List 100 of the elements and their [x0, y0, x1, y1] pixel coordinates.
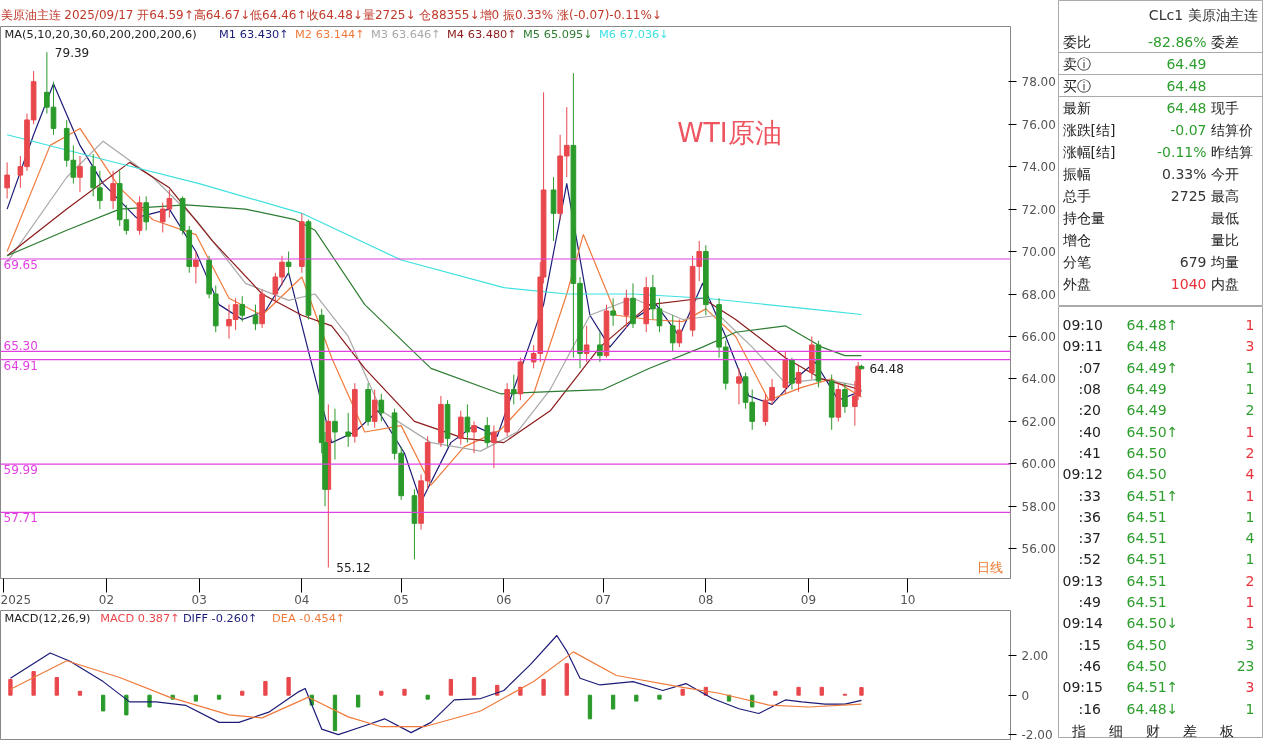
bar	[77, 690, 83, 696]
annotation: 日线	[976, 559, 1003, 575]
data-label: 64.50	[1126, 657, 1167, 674]
text: 差	[1182, 722, 1197, 739]
y-tick-label: 68.00	[1021, 287, 1056, 302]
annotation: 79.39	[54, 45, 90, 60]
bar	[402, 688, 407, 696]
category-label: :07	[1078, 359, 1102, 376]
legend-title: MA(5,10,20,30,60,200,200,200,6)	[4, 26, 197, 41]
x-tick-label: 08	[698, 592, 714, 607]
data-label: 1	[1245, 381, 1255, 398]
y-tick-label: 74.00	[1021, 160, 1056, 175]
data-label: 64.50↓	[1126, 615, 1179, 632]
text: M2 63.144↑	[295, 26, 365, 41]
category-label: :16	[1078, 700, 1102, 717]
data-label: 1	[1245, 317, 1255, 334]
y-tick-label: 76.00	[1021, 117, 1056, 132]
data-label: 64.51	[1126, 572, 1167, 589]
data-label: 1	[1245, 508, 1255, 525]
candlestick	[193, 251, 199, 284]
category-label: 买ⓘ	[1062, 77, 1091, 94]
category-label: 增仓	[1061, 231, 1091, 248]
category-label: 量比	[1210, 231, 1239, 248]
y-tick-label: 70.00	[1021, 245, 1056, 260]
data-label: 64.48↑	[1126, 317, 1179, 334]
bar	[355, 694, 361, 708]
chart-title: 美原油主连 2025/09/17 开64.59↑高64.67↓低64.46↑收64.48↓量2725↓ 仓88355↓增0 振0.33% 涨(-0.07)-0.11%↓	[0, 7, 662, 22]
y-tick-label: 66.00	[1021, 329, 1056, 344]
bar	[448, 678, 454, 696]
category-label: :33	[1078, 487, 1102, 504]
data-label: 1	[1245, 615, 1255, 632]
text: M3 63.646↑	[371, 26, 441, 41]
line-series	[9, 634, 863, 736]
category-label: 结算价	[1210, 121, 1253, 138]
category-label: 涨跌[结]	[1062, 121, 1116, 138]
candlestick	[143, 195, 150, 231]
candlestick	[110, 170, 116, 210]
data-label: 3	[1245, 338, 1255, 355]
bar	[124, 694, 129, 716]
bar	[193, 694, 199, 702]
data-label: 679	[1179, 253, 1207, 270]
data-label: 2725	[1170, 187, 1207, 204]
bar	[680, 688, 685, 696]
category-label: 涨幅[结]	[1062, 143, 1116, 160]
candlestick	[285, 251, 292, 276]
data-label: 64.48	[1126, 338, 1167, 355]
category-label: 外盘	[1062, 275, 1091, 292]
y-tick-label: 64.00	[1021, 372, 1056, 387]
category-label: 最低	[1210, 209, 1239, 226]
category-label: 今开	[1210, 165, 1239, 182]
data-label: 4	[1245, 466, 1255, 483]
line-series	[6, 204, 863, 395]
data-label: 64.51↑	[1126, 679, 1179, 696]
category-label: 分笔	[1062, 253, 1091, 270]
data-label: 64.49↑	[1126, 359, 1179, 376]
category-label: 委差	[1210, 33, 1239, 50]
candlestick	[842, 382, 848, 414]
bar	[425, 694, 430, 700]
y-tick-label: 56.00	[1021, 542, 1056, 557]
category-label: :40	[1078, 423, 1102, 440]
candlestick	[332, 408, 338, 461]
x-tick-label: 02	[98, 592, 115, 607]
text: DEA -0.454↑	[272, 610, 346, 625]
category-label: :52	[1078, 551, 1102, 568]
bar	[8, 678, 13, 696]
text: MACD 0.387↑	[100, 610, 180, 625]
x-tick-label: 06	[496, 592, 512, 607]
category-label: 09:11	[1062, 338, 1103, 355]
data-label: 23	[1236, 657, 1255, 674]
category-label: 昨结算	[1210, 143, 1253, 160]
candlestick	[669, 314, 676, 352]
text: DIFF -0.260↑	[182, 610, 258, 625]
category-label: 09:14	[1062, 615, 1103, 632]
candlestick	[378, 393, 385, 422]
bar	[541, 678, 546, 696]
line-series	[9, 651, 863, 728]
candlestick	[77, 155, 83, 193]
data-label: 64.51	[1126, 594, 1167, 611]
candlestick	[795, 365, 802, 393]
data-label: 3	[1245, 636, 1255, 653]
candlestick	[239, 295, 246, 323]
bar	[859, 687, 864, 696]
data-label: 64.50	[1126, 444, 1167, 461]
x-tick-label: 2025	[0, 592, 32, 607]
bar	[564, 663, 569, 696]
candlestick	[4, 161, 10, 199]
y-tick-label: -2.00	[1021, 728, 1053, 743]
data-label: 64.49	[1166, 55, 1207, 72]
y-tick-label: 62.00	[1021, 414, 1056, 429]
bar	[240, 690, 245, 696]
text: 板	[1218, 722, 1234, 739]
text: M4 63.480↑	[447, 26, 517, 41]
bar	[216, 694, 222, 700]
x-tick-label: 09	[800, 592, 817, 607]
data-label: 2	[1245, 402, 1255, 419]
candlestick	[550, 176, 557, 242]
data-label: -82.86%	[1148, 33, 1207, 50]
bar	[379, 690, 384, 696]
data-label: 64.51	[1126, 551, 1167, 568]
bar	[610, 694, 616, 710]
